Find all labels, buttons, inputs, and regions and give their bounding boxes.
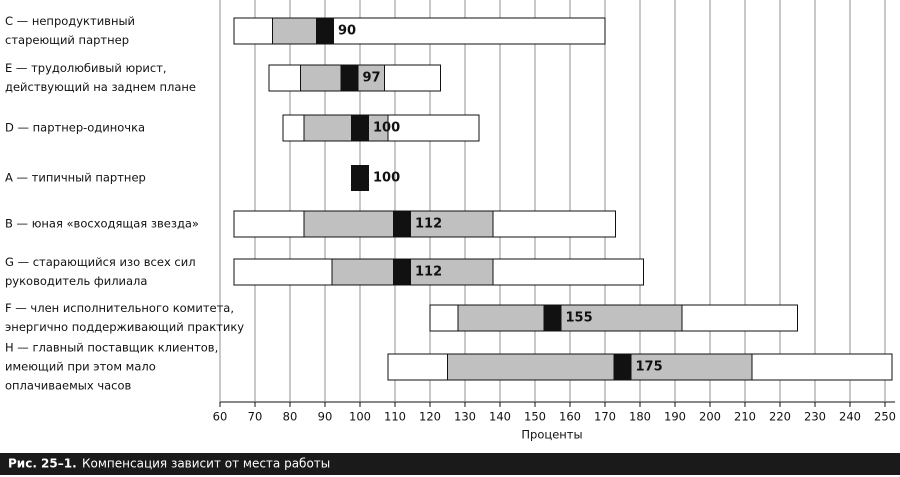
- median-marker: [351, 165, 369, 191]
- median-marker: [316, 18, 334, 44]
- median-marker: [543, 305, 562, 331]
- x-tick-label: 140: [489, 410, 511, 424]
- row-label: стареющий партнер: [5, 33, 129, 47]
- value-label: 155: [566, 311, 593, 326]
- x-tick-label: 130: [454, 410, 476, 424]
- row-label: имеющий при этом мало: [5, 360, 156, 374]
- inner-range: [272, 17, 319, 45]
- inner-range: [457, 304, 683, 332]
- row-label: G — старающийся изо всех сил: [5, 255, 196, 269]
- row-label: оплачиваемых часов: [5, 379, 132, 393]
- x-tick-label: 60: [213, 410, 228, 424]
- inner-range: [447, 353, 753, 381]
- row-label: B — юная «восходящая звезда»: [5, 217, 199, 231]
- value-label: 112: [415, 217, 442, 232]
- median-marker: [351, 115, 369, 141]
- x-tick-label: 80: [283, 410, 298, 424]
- x-tick-label: 220: [769, 410, 791, 424]
- value-label: 100: [373, 121, 400, 136]
- x-tick-label: 70: [248, 410, 263, 424]
- x-tick-label: 210: [734, 410, 756, 424]
- x-tick-label: 190: [664, 410, 686, 424]
- row-label: F — член исполнительного комитета,: [5, 301, 234, 315]
- caption-bar: [0, 453, 900, 475]
- x-tick-label: 180: [629, 410, 651, 424]
- median-marker: [613, 354, 632, 380]
- x-tick-label: 200: [699, 410, 721, 424]
- x-tick-label: 120: [419, 410, 441, 424]
- value-label: 100: [373, 171, 400, 186]
- inner-range: [331, 258, 494, 286]
- row-label: C — непродуктивный: [5, 14, 135, 28]
- row-label: энергично поддерживающий практику: [5, 320, 244, 334]
- x-axis-label: Проценты: [521, 428, 582, 442]
- x-tick-label: 90: [318, 410, 333, 424]
- median-marker: [340, 65, 359, 91]
- value-label: 90: [338, 24, 356, 39]
- median-marker: [393, 211, 411, 237]
- x-tick-label: 110: [384, 410, 406, 424]
- caption-figure: Рис. 25–1.: [8, 457, 77, 471]
- x-tick-label: 230: [804, 410, 826, 424]
- x-tick-label: 100: [349, 410, 371, 424]
- value-label: 112: [415, 265, 442, 280]
- caption-text: Компенсация зависит от места работы: [82, 457, 330, 471]
- row-label: действующий на заднем плане: [5, 80, 196, 94]
- x-tick-label: 240: [839, 410, 861, 424]
- row-label: D — партнер-одиночка: [5, 121, 145, 135]
- value-label: 175: [636, 360, 663, 375]
- x-tick-label: 170: [594, 410, 616, 424]
- value-label: 97: [363, 71, 381, 86]
- row-label: A — типичный партнер: [5, 171, 146, 185]
- x-tick-label: 250: [874, 410, 896, 424]
- row-label: H — главный поставщик клиентов,: [5, 341, 218, 355]
- median-marker: [393, 259, 411, 285]
- row-label: руководитель филиала: [5, 274, 147, 288]
- row-label: E — трудолюбивый юрист,: [5, 61, 167, 75]
- inner-range: [303, 114, 389, 142]
- x-tick-label: 150: [524, 410, 546, 424]
- x-tick-label: 160: [559, 410, 581, 424]
